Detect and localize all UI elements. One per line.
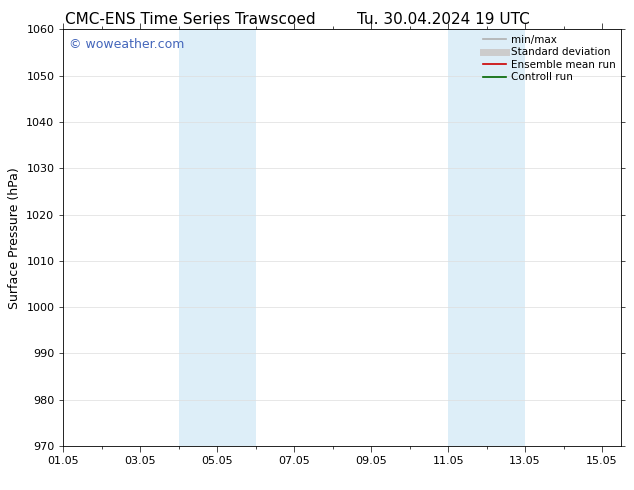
Bar xyxy=(448,29,525,446)
Legend: min/max, Standard deviation, Ensemble mean run, Controll run: min/max, Standard deviation, Ensemble me… xyxy=(483,35,616,82)
Bar xyxy=(179,29,256,446)
Text: Tu. 30.04.2024 19 UTC: Tu. 30.04.2024 19 UTC xyxy=(358,12,530,27)
Text: © woweather.com: © woweather.com xyxy=(69,38,184,51)
Text: CMC-ENS Time Series Trawscoed: CMC-ENS Time Series Trawscoed xyxy=(65,12,316,27)
Y-axis label: Surface Pressure (hPa): Surface Pressure (hPa) xyxy=(8,167,21,309)
